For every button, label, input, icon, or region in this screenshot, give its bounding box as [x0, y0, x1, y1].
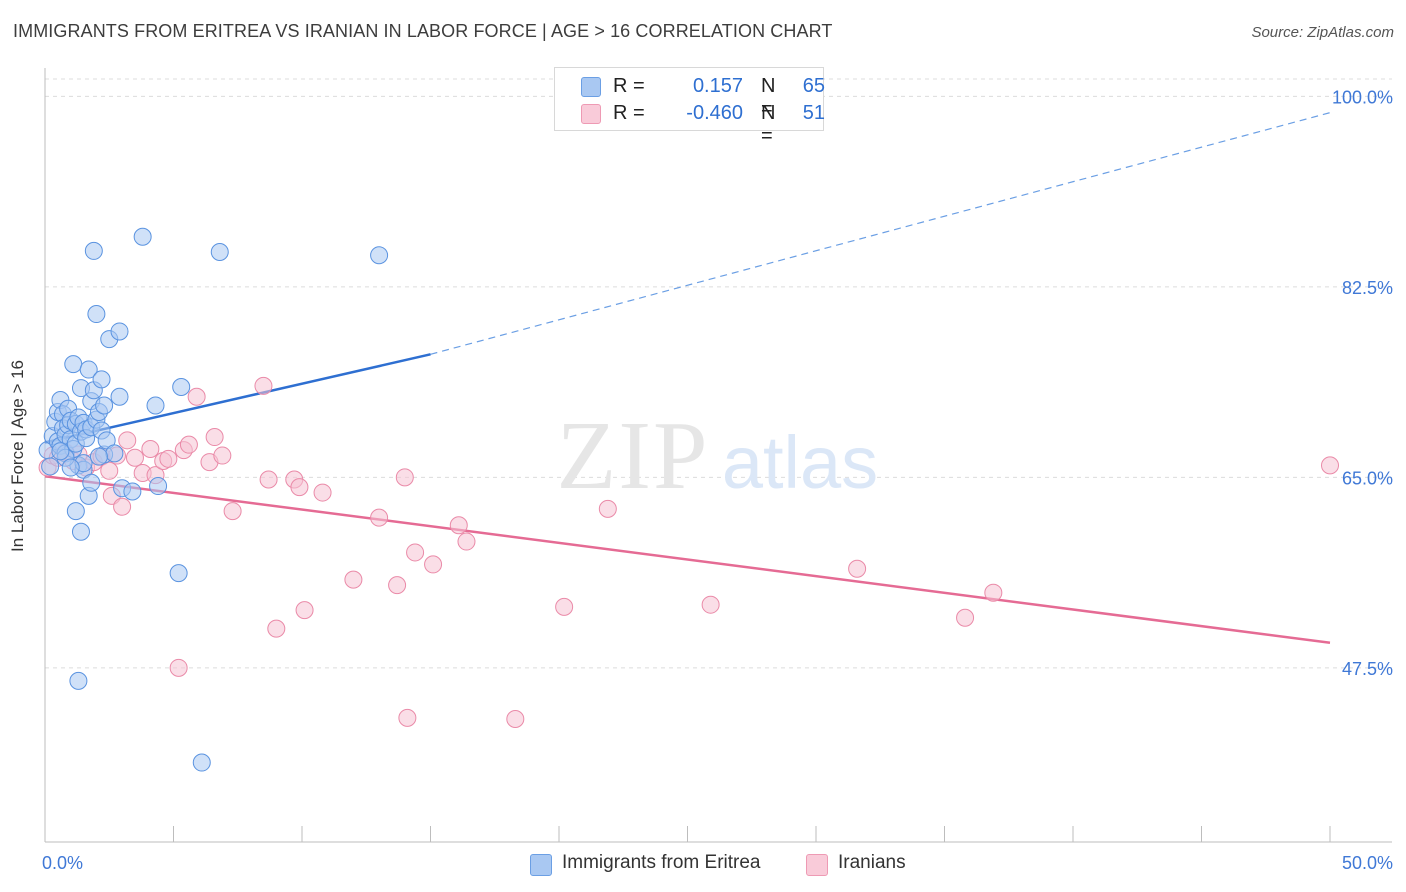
point-eritrea	[61, 458, 80, 477]
point-iranian	[701, 595, 720, 614]
point-iranian	[555, 597, 574, 616]
y-tick-label: 82.5%	[1342, 278, 1393, 298]
legend-swatch-iranian	[581, 104, 601, 124]
watermark: ZIP atlas	[557, 402, 879, 510]
point-iranian	[254, 376, 273, 395]
point-eritrea	[87, 305, 106, 324]
series-swatch-eritrea	[530, 854, 552, 876]
point-iranian	[267, 619, 286, 638]
point-eritrea	[51, 442, 70, 461]
series-label-eritrea: Immigrants from Eritrea	[562, 852, 761, 873]
point-iranian	[118, 431, 137, 450]
point-iranian	[1321, 456, 1339, 475]
point-iranian	[956, 608, 975, 627]
point-iranian	[406, 543, 425, 562]
legend-r-value: -0.460	[686, 102, 743, 124]
point-iranian	[295, 601, 314, 620]
point-iranian	[169, 658, 188, 677]
trend-line-iranian	[44, 475, 1331, 645]
point-iranian	[370, 508, 389, 527]
point-eritrea	[84, 241, 103, 260]
point-eritrea	[66, 502, 85, 521]
point-iranian	[290, 478, 309, 497]
source-label: Source: ZipAtlas.com	[1251, 24, 1394, 41]
trend-line-eritrea-extension	[430, 112, 1331, 355]
point-eritrea	[149, 477, 168, 496]
series-label-iranian: Iranians	[838, 852, 906, 873]
point-eritrea	[92, 370, 111, 389]
data-points	[38, 227, 1339, 772]
chart-title: IMMIGRANTS FROM ERITREA VS IRANIAN IN LA…	[13, 21, 833, 41]
point-eritrea	[89, 447, 108, 466]
point-iranian	[141, 440, 160, 459]
point-iranian	[187, 387, 206, 406]
watermark-zip: ZIP	[557, 402, 710, 510]
point-eritrea	[41, 457, 60, 476]
point-iranian	[125, 448, 144, 467]
point-iranian	[424, 555, 443, 574]
correlation-legend: R = 0.157 N = 65 R = -0.460 N = 51	[554, 67, 825, 147]
legend-r-value: 0.157	[692, 75, 743, 97]
point-iranian	[395, 468, 414, 487]
point-iranian	[984, 583, 1003, 602]
legend-r-label: R =	[613, 75, 645, 97]
legend-n-value: 51	[802, 102, 825, 124]
legend-n-label: N =	[761, 75, 776, 120]
legend-n-value: 65	[802, 75, 825, 97]
trend-lines	[44, 112, 1331, 645]
x-tick-label: 0.0%	[42, 853, 83, 873]
grid-lines	[45, 78, 1392, 669]
point-iranian	[100, 461, 119, 480]
point-eritrea	[82, 473, 101, 492]
point-eritrea	[210, 242, 229, 261]
point-eritrea	[64, 355, 83, 374]
point-iranian	[313, 483, 332, 502]
point-eritrea	[69, 671, 88, 690]
point-iranian	[848, 559, 867, 578]
point-eritrea	[133, 227, 152, 246]
tick-labels: 47.5% 65.0% 82.5% 100.0% 0.0% 50.0%	[42, 87, 1393, 873]
point-iranian	[388, 576, 407, 595]
point-iranian	[113, 497, 132, 516]
point-eritrea	[79, 360, 98, 379]
point-iranian	[213, 446, 232, 465]
point-eritrea	[123, 482, 142, 501]
point-iranian	[259, 470, 278, 489]
legend-swatch-eritrea	[581, 77, 601, 97]
point-iranian	[449, 516, 468, 535]
point-eritrea	[71, 522, 90, 541]
series-swatch-iranian	[806, 854, 828, 876]
point-iranian	[598, 499, 617, 518]
point-iranian	[205, 428, 224, 447]
point-eritrea	[146, 396, 165, 415]
y-axis-label: In Labor Force | Age > 16	[8, 359, 27, 553]
y-tick-label: 47.5%	[1342, 659, 1393, 679]
legend-n-label: N =	[761, 102, 776, 147]
point-iranian	[506, 709, 525, 728]
point-iranian	[398, 708, 417, 727]
watermark-atlas: atlas	[722, 421, 878, 504]
point-eritrea	[172, 377, 191, 396]
point-iranian	[223, 502, 242, 521]
point-eritrea	[370, 246, 389, 265]
axes	[44, 68, 1392, 843]
point-iranian	[179, 435, 198, 454]
point-eritrea	[169, 564, 188, 583]
point-eritrea	[110, 322, 129, 341]
x-tick-label: 50.0%	[1342, 853, 1393, 873]
point-iranian	[344, 570, 363, 589]
y-tick-label: 65.0%	[1342, 468, 1393, 488]
point-eritrea	[105, 444, 124, 463]
point-eritrea	[95, 396, 114, 415]
legend-r-label: R =	[613, 102, 645, 124]
point-iranian	[457, 532, 476, 551]
point-iranian	[159, 449, 178, 468]
point-eritrea	[110, 387, 129, 406]
y-tick-label: 100.0%	[1332, 87, 1393, 107]
point-eritrea	[192, 753, 211, 772]
